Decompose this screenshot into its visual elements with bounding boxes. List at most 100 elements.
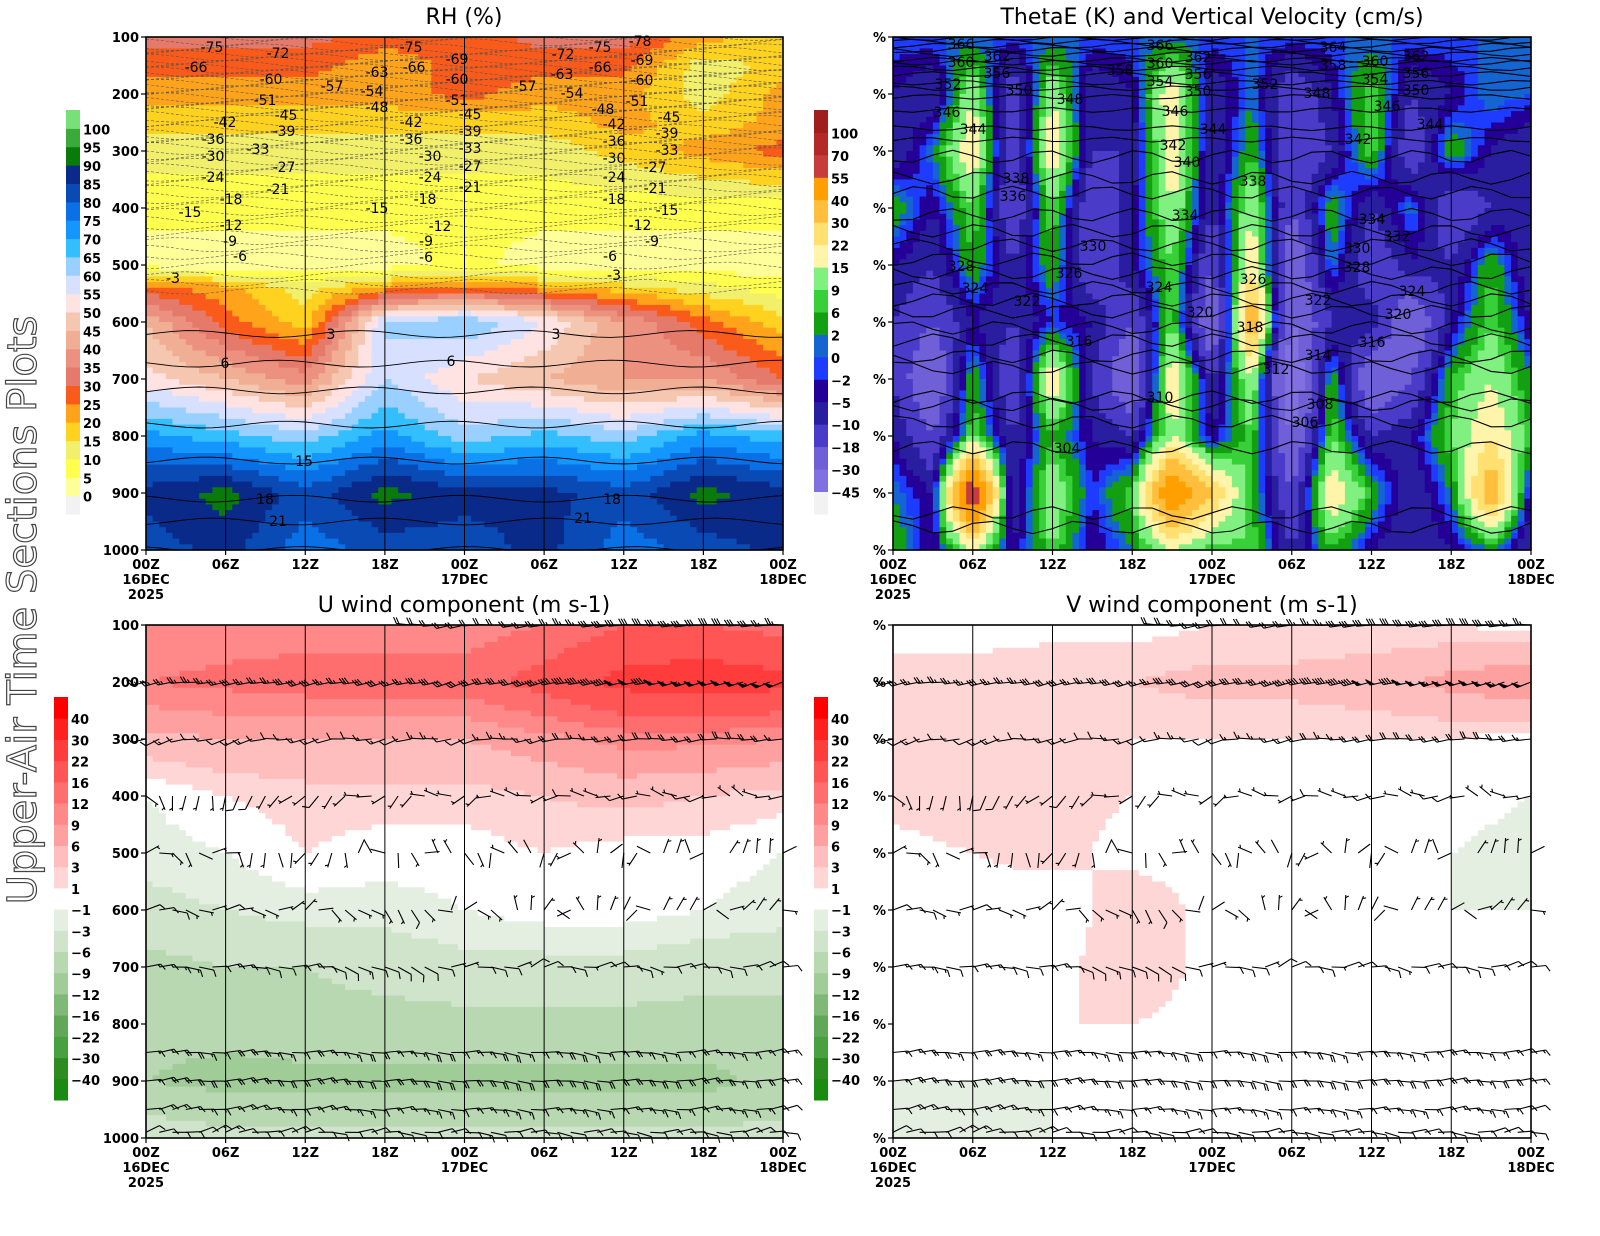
contour-cell: [656, 322, 691, 329]
contour-cell: [1511, 270, 1519, 277]
contour-cell: [1192, 196, 1200, 203]
contour-cell: [1052, 441, 1060, 448]
contour-cell: [1225, 128, 1233, 135]
contour-cell: [1404, 219, 1419, 226]
contour-cell: [1391, 219, 1406, 226]
contour-cell: [146, 475, 200, 483]
contour-cell: [1477, 265, 1505, 272]
contour-cell: [1431, 322, 1446, 329]
contour-cell: [946, 65, 954, 72]
contour-cell: [893, 196, 901, 203]
contour-cell: [1438, 379, 1446, 386]
contour-cell: [1271, 441, 1279, 448]
contour-cell: [550, 304, 592, 312]
contour-cell: [1418, 162, 1439, 169]
contour-cell: [952, 282, 960, 289]
contour-cell: [1391, 316, 1432, 323]
contour-cell: [1079, 82, 1087, 89]
contour-cell: [1418, 219, 1426, 226]
contour-cell: [1484, 293, 1499, 300]
colorbar-label: 25: [83, 399, 101, 414]
contour-cell: [1132, 59, 1140, 67]
contour-cell: [1079, 190, 1087, 198]
contour-cell: [537, 270, 738, 277]
contour-cell: [1258, 379, 1266, 386]
contour-cell: [457, 396, 585, 403]
contour-cell: [1477, 219, 1532, 226]
contour-cell: [1025, 168, 1034, 175]
contour-cell: [1032, 299, 1040, 306]
contour-cell: [1039, 139, 1047, 146]
contour-cell: [1032, 401, 1040, 409]
contour-cell: [477, 379, 565, 386]
contour-cell: [1065, 396, 1073, 403]
contour-cell: [986, 76, 994, 84]
contour-cell: [1484, 139, 1499, 146]
x-date-label: 18DEC: [759, 573, 806, 588]
contour-cell: [1344, 458, 1353, 466]
contour-cell: [1238, 361, 1246, 369]
contour-cell: [1152, 48, 1193, 55]
contour-cell: [1178, 65, 1186, 72]
contour-cell: [1006, 168, 1020, 175]
contour-cell: [1138, 59, 1147, 67]
contour-cell: [1364, 418, 1399, 426]
contour-cell: [1198, 151, 1206, 158]
contour-cell: [510, 242, 784, 249]
contour-cell: [1384, 236, 1399, 243]
contour-cell: [1418, 458, 1426, 466]
contour-cell: [893, 379, 914, 386]
contour-cell: [1145, 173, 1153, 181]
contour-cell: [1212, 413, 1220, 420]
contour-cell: [1178, 350, 1186, 357]
contour-cell: [1391, 88, 1399, 95]
contour-cell: [1178, 133, 1186, 141]
contour-cell: [643, 54, 678, 61]
contour-cell: [1039, 259, 1060, 266]
contour-cell: [1477, 54, 1532, 61]
contour-cell: [292, 322, 313, 329]
contour-cell: [986, 424, 994, 431]
contour-cell: [1198, 407, 1206, 414]
contour-cell: [979, 225, 987, 232]
contour-cell: [1231, 299, 1240, 306]
contour-cell: [1072, 236, 1080, 243]
contour-cell: [1158, 430, 1166, 437]
contour-cell: [992, 265, 1000, 272]
contour-cell: [1418, 99, 1446, 106]
contour-cell: [1431, 133, 1439, 141]
contour-cell: [946, 413, 954, 420]
contour-cell: [1451, 327, 1459, 334]
contour-cell: [1384, 151, 1392, 158]
contour-cell: [1032, 133, 1040, 141]
contour-cell: [1391, 82, 1399, 89]
contour-cell: [959, 333, 967, 340]
contour-cell: [570, 498, 658, 505]
contour-cell: [146, 48, 379, 55]
contour-cell: [1072, 247, 1080, 255]
contour-cell: [1424, 413, 1432, 420]
colorbar-swatch: [66, 348, 80, 368]
contour-cell: [1145, 361, 1153, 369]
contour-cell: [1384, 76, 1392, 84]
contour-cell: [899, 413, 921, 420]
contour-cell: [1517, 333, 1525, 340]
contour-cell: [683, 88, 731, 95]
isotherm-line: [145, 50, 784, 58]
contour-cell: [338, 344, 353, 352]
contour-cell: [1311, 350, 1326, 357]
contour-cell: [1039, 208, 1047, 215]
contour-cell: [1431, 379, 1439, 386]
contour-cell: [1351, 453, 1359, 460]
contour-cell: [557, 316, 585, 323]
contour-cell: [1231, 310, 1240, 317]
contour-cell: [1338, 247, 1346, 255]
contour-cell: [146, 82, 432, 89]
contour-cell: [1398, 139, 1426, 146]
contour-cell: [272, 436, 320, 443]
contour-cell: [932, 65, 947, 72]
contour-cell: [497, 88, 645, 95]
contour-cell: [1152, 453, 1167, 460]
contour-cell: [1404, 122, 1426, 129]
x-tick-label: 18Z: [371, 558, 399, 573]
